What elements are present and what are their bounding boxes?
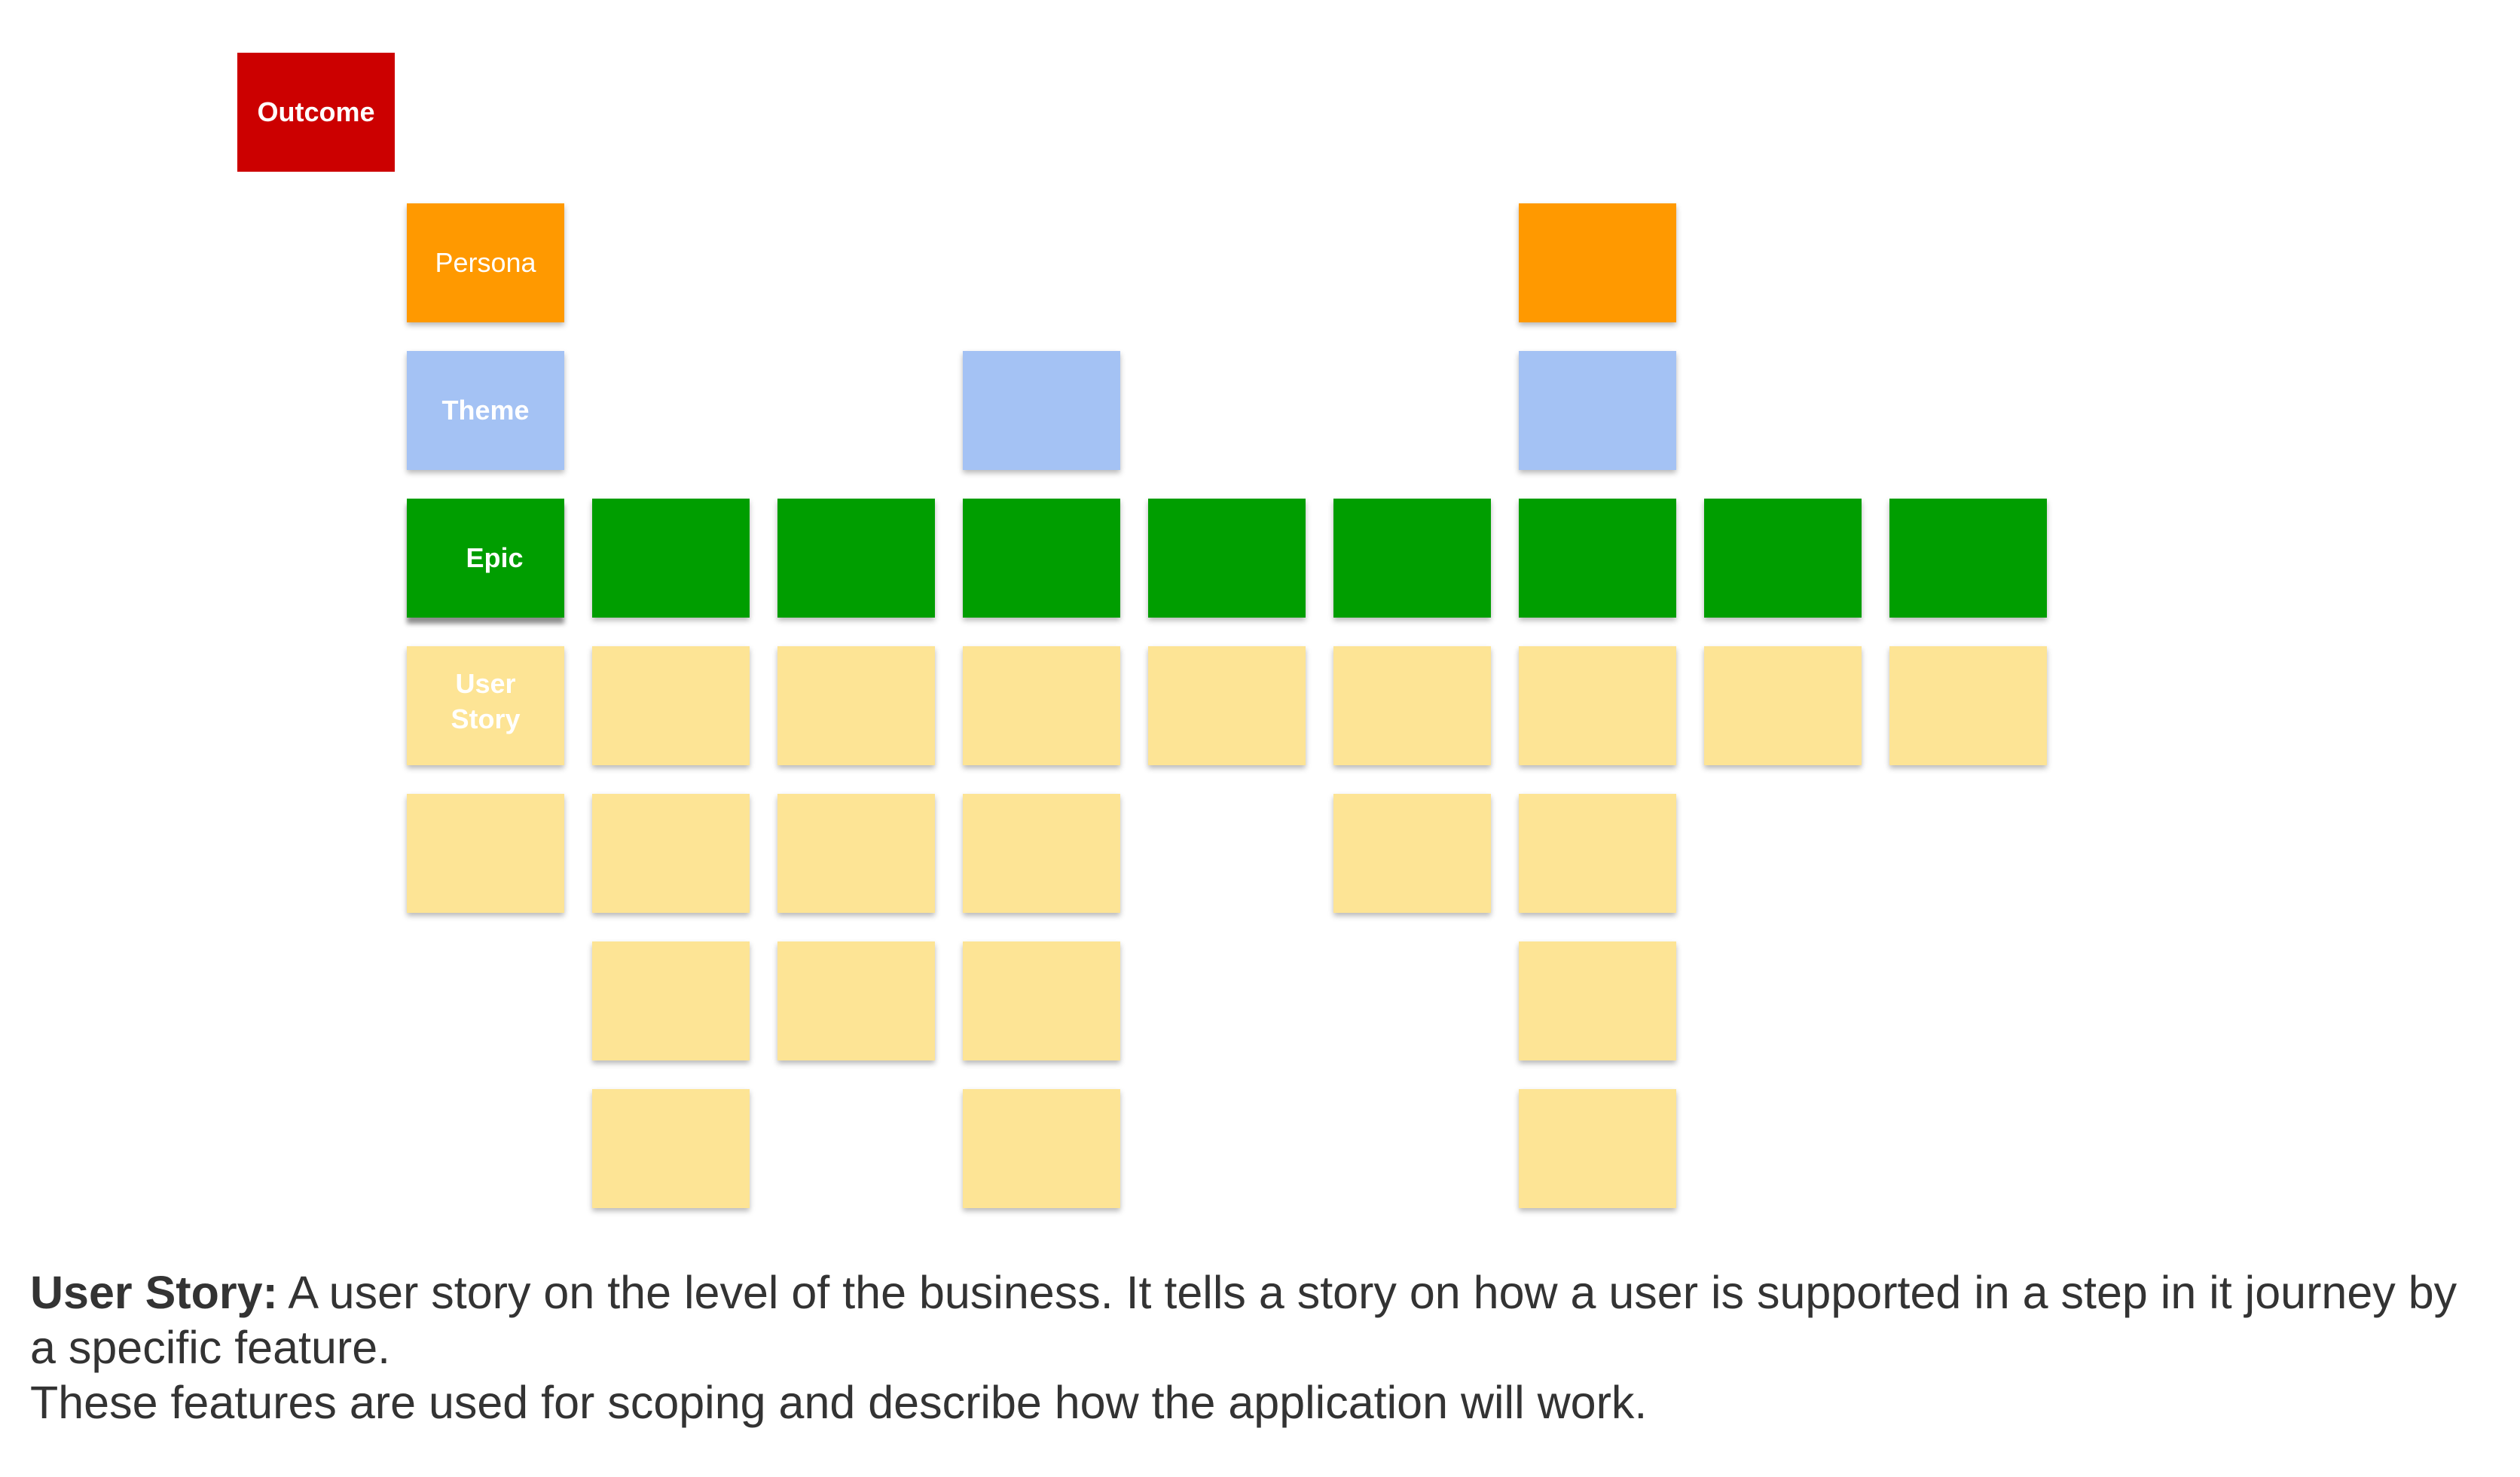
- user-story-card: [963, 941, 1120, 1060]
- epic-card: [777, 499, 935, 618]
- persona-card-label: Persona: [407, 203, 564, 322]
- user-story-card: [1519, 794, 1676, 913]
- user-story-card: [777, 941, 935, 1060]
- user-story-card: [777, 646, 935, 765]
- epic-card-label: Epic: [407, 499, 564, 618]
- user-story-card-label: User Story: [407, 646, 564, 765]
- epic-card: [1704, 499, 1862, 618]
- caption: User Story: A user story on the level of…: [30, 1265, 2486, 1430]
- epic-card: [592, 499, 750, 618]
- user-story-card: [963, 1089, 1120, 1208]
- caption-definition: User Story: A user story on the level of…: [30, 1265, 2486, 1375]
- user-story-card: [1333, 646, 1491, 765]
- persona-card: [1519, 203, 1676, 322]
- user-story-card: [1889, 646, 2047, 765]
- user-story-card: [1333, 794, 1491, 913]
- user-story-card: [1148, 646, 1306, 765]
- theme-card: [1519, 351, 1676, 470]
- user-story-card: [963, 794, 1120, 913]
- user-story-card: [963, 646, 1120, 765]
- user-story-card: [592, 1089, 750, 1208]
- story-map-board: Outcome Persona Theme Epic User Story: [237, 53, 2047, 1208]
- user-story-card: [592, 941, 750, 1060]
- epic-card: [1333, 499, 1491, 618]
- user-story-card: [1519, 646, 1676, 765]
- user-story-card: [777, 794, 935, 913]
- caption-definition-text: A user story on the level of the busines…: [30, 1267, 2457, 1373]
- user-story-card: [1519, 1089, 1676, 1208]
- caption-term: User Story:: [30, 1267, 278, 1318]
- epic-card: [1889, 499, 2047, 618]
- theme-card: [963, 351, 1120, 470]
- outcome-card-label: Outcome: [237, 53, 395, 172]
- user-story-card: [407, 794, 564, 913]
- user-story-card: [592, 794, 750, 913]
- user-story-card: [1519, 941, 1676, 1060]
- user-story-card: [592, 646, 750, 765]
- caption-note: These features are used for scoping and …: [30, 1377, 1648, 1428]
- epic-card: [1519, 499, 1676, 618]
- epic-card: [1148, 499, 1306, 618]
- epic-card: [963, 499, 1120, 618]
- theme-card-label: Theme: [407, 351, 564, 470]
- user-story-card: [1704, 646, 1862, 765]
